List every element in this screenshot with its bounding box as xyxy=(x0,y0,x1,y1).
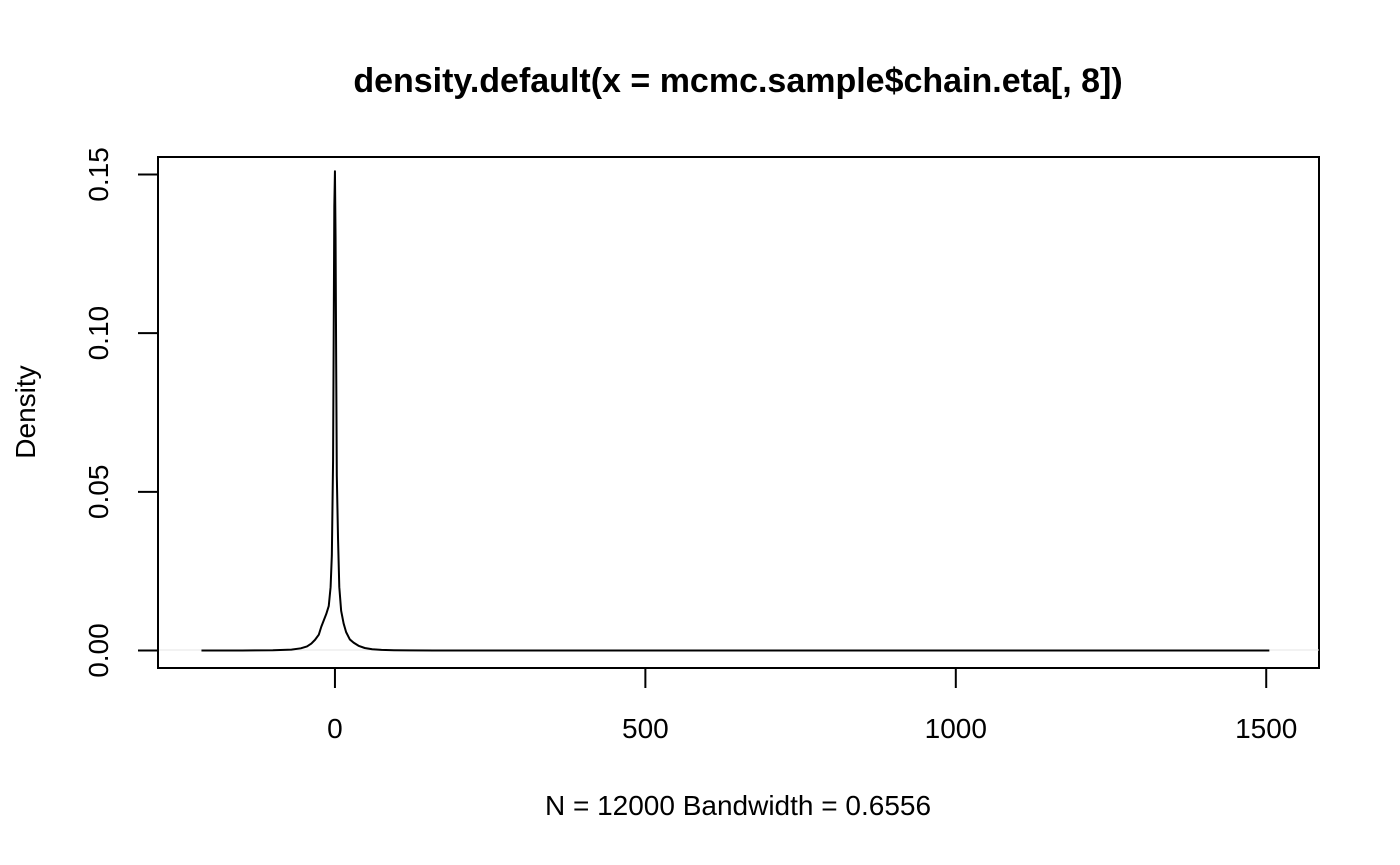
y-axis-label: Density xyxy=(10,365,41,458)
chart-title: density.default(x = mcmc.sample$chain.et… xyxy=(353,62,1122,100)
plot-frame xyxy=(157,156,1320,669)
y-tick-label: 0.15 xyxy=(83,147,114,202)
x-axis: 0 500 1000 1500 xyxy=(327,667,1297,744)
x-tick-label: 0 xyxy=(327,713,343,744)
density-curve xyxy=(201,170,1270,652)
y-axis: 0.00 0.05 0.10 0.15 xyxy=(83,147,159,678)
x-axis-label: N = 12000 Bandwidth = 0.6556 xyxy=(545,790,931,821)
y-tick-label: 0.05 xyxy=(83,465,114,520)
x-tick-label: 1500 xyxy=(1235,713,1297,744)
x-tick-label: 500 xyxy=(622,713,669,744)
x-tick-label: 1000 xyxy=(925,713,987,744)
y-tick-label: 0.00 xyxy=(83,623,114,678)
y-tick-label: 0.10 xyxy=(83,306,114,361)
